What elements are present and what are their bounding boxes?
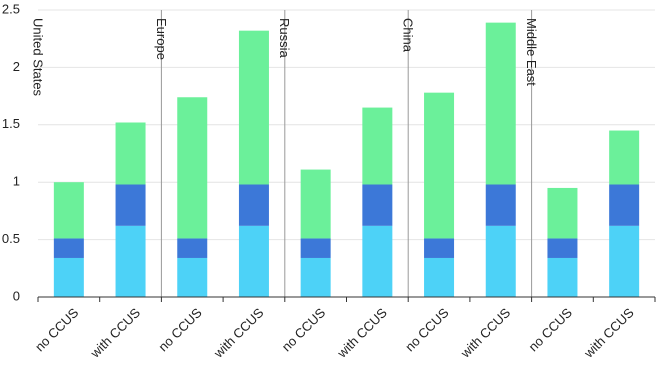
x-tick-label: no CCUS bbox=[32, 305, 82, 355]
bar-segment bbox=[238, 225, 269, 297]
bar-segment bbox=[424, 92, 455, 239]
bar-segment bbox=[238, 30, 269, 185]
bar-segment bbox=[238, 184, 269, 226]
bar-segment bbox=[424, 257, 455, 297]
bar-segment bbox=[609, 130, 640, 185]
bar-segment bbox=[177, 257, 208, 297]
bar-segment bbox=[362, 184, 393, 226]
bar-segment bbox=[53, 257, 84, 297]
x-tick-label: with CCUS bbox=[334, 305, 390, 361]
bar-segment bbox=[485, 225, 516, 297]
bar-segment bbox=[177, 97, 208, 239]
bar-segment bbox=[609, 184, 640, 226]
bar-segment bbox=[115, 122, 146, 185]
bar-segment bbox=[53, 238, 84, 258]
y-tick-label: 2 bbox=[13, 59, 20, 74]
group-label: Middle East bbox=[524, 18, 539, 86]
bar-segment bbox=[177, 238, 208, 258]
bar-segment bbox=[547, 238, 578, 258]
bar-segment bbox=[115, 225, 146, 297]
bar-segment bbox=[115, 184, 146, 226]
bar-segment bbox=[300, 238, 331, 258]
x-tick-label: with CCUS bbox=[580, 305, 636, 361]
bar-segment bbox=[609, 225, 640, 297]
x-tick-label: with CCUS bbox=[457, 305, 513, 361]
x-tick-label: with CCUS bbox=[210, 305, 266, 361]
x-tick-label: with CCUS bbox=[87, 305, 143, 361]
y-tick-label: 1 bbox=[13, 174, 20, 189]
bar-segment bbox=[362, 225, 393, 297]
bar-segment bbox=[547, 257, 578, 297]
group-label: United States bbox=[30, 18, 45, 97]
x-tick-label: no CCUS bbox=[279, 305, 329, 355]
bar-segment bbox=[300, 257, 331, 297]
bar-segment bbox=[485, 22, 516, 185]
x-tick-label: no CCUS bbox=[155, 305, 205, 355]
bar-segment bbox=[362, 107, 393, 185]
bar-segment bbox=[300, 169, 331, 239]
x-tick-label: no CCUS bbox=[526, 305, 576, 355]
y-tick-label: 0 bbox=[13, 288, 20, 303]
y-tick-label: 2.5 bbox=[2, 1, 20, 16]
y-tick-label: 1.5 bbox=[2, 116, 20, 131]
bar-segment bbox=[53, 182, 84, 239]
x-tick-label: no CCUS bbox=[402, 305, 452, 355]
bar-segment bbox=[424, 238, 455, 258]
y-tick-label: 0.5 bbox=[2, 231, 20, 246]
bar-segment bbox=[547, 187, 578, 239]
bar-segment bbox=[485, 184, 516, 226]
group-label: Russia bbox=[277, 18, 292, 59]
group-label: China bbox=[401, 18, 416, 53]
group-label: Europe bbox=[154, 18, 169, 60]
